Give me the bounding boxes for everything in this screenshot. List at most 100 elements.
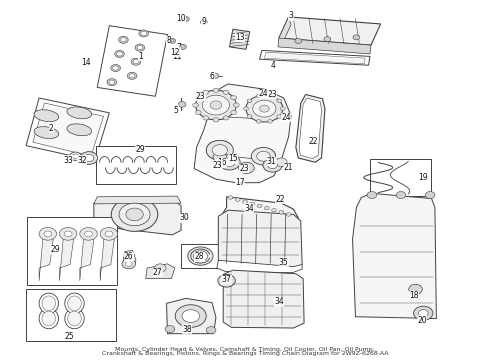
Circle shape [271, 208, 276, 212]
Circle shape [268, 162, 277, 168]
Bar [27, 217, 117, 285]
Circle shape [222, 278, 231, 284]
Circle shape [202, 21, 205, 23]
Text: 20: 20 [417, 316, 427, 325]
Circle shape [64, 231, 72, 237]
Text: 3: 3 [289, 11, 294, 20]
Circle shape [80, 152, 98, 165]
Text: 24: 24 [259, 89, 268, 98]
Text: 37: 37 [221, 275, 231, 284]
Circle shape [137, 45, 143, 50]
Circle shape [119, 36, 128, 43]
Text: 8: 8 [166, 36, 171, 45]
Text: 18: 18 [409, 291, 418, 300]
Text: 19: 19 [418, 173, 428, 182]
Circle shape [39, 228, 56, 240]
Circle shape [324, 37, 331, 42]
Circle shape [127, 72, 137, 79]
Ellipse shape [65, 308, 84, 329]
Circle shape [251, 147, 275, 165]
Circle shape [131, 58, 141, 65]
Circle shape [257, 151, 270, 161]
Circle shape [109, 80, 115, 84]
Text: 16: 16 [217, 158, 226, 167]
Text: 34: 34 [274, 297, 284, 306]
Polygon shape [279, 17, 381, 45]
Circle shape [180, 44, 186, 49]
Circle shape [178, 102, 186, 107]
Ellipse shape [68, 296, 81, 311]
Text: 21: 21 [284, 163, 294, 172]
Text: 24: 24 [281, 113, 291, 122]
Circle shape [129, 74, 135, 78]
Circle shape [125, 261, 132, 266]
Text: 27: 27 [153, 268, 163, 277]
Text: 2: 2 [49, 123, 53, 132]
Circle shape [212, 145, 227, 156]
Circle shape [70, 152, 81, 161]
Bar [26, 289, 116, 341]
Circle shape [202, 95, 229, 115]
Circle shape [80, 228, 97, 240]
Circle shape [171, 40, 174, 42]
Circle shape [122, 259, 136, 269]
Circle shape [219, 154, 240, 170]
Polygon shape [97, 26, 168, 96]
Text: 35: 35 [279, 257, 289, 266]
Polygon shape [80, 230, 95, 281]
Circle shape [268, 94, 272, 98]
Circle shape [182, 310, 199, 323]
Circle shape [253, 100, 276, 117]
Circle shape [203, 90, 209, 94]
Text: 14: 14 [81, 58, 91, 67]
Text: Crankshaft & Bearings, Pistons, Rings & Bearings Timing Chain Diagram for 2W9Z-6: Crankshaft & Bearings, Pistons, Rings & … [102, 351, 388, 356]
Polygon shape [260, 50, 370, 65]
Text: 34: 34 [244, 204, 254, 213]
Circle shape [418, 310, 428, 317]
Circle shape [353, 35, 360, 40]
Circle shape [135, 44, 145, 51]
Text: 12: 12 [171, 48, 180, 57]
Polygon shape [146, 264, 175, 279]
Circle shape [59, 228, 77, 240]
Circle shape [84, 154, 94, 162]
Circle shape [244, 107, 248, 111]
Text: 15: 15 [228, 154, 238, 163]
Polygon shape [194, 84, 291, 183]
Circle shape [196, 95, 201, 100]
Circle shape [263, 158, 282, 172]
Circle shape [233, 103, 239, 107]
Circle shape [141, 31, 147, 36]
Circle shape [235, 198, 240, 201]
Circle shape [247, 99, 252, 103]
Circle shape [111, 64, 121, 72]
Circle shape [218, 274, 235, 287]
Circle shape [188, 247, 213, 265]
Circle shape [213, 88, 219, 93]
Polygon shape [279, 17, 291, 46]
Circle shape [213, 118, 219, 122]
Polygon shape [219, 210, 302, 270]
Circle shape [275, 158, 287, 166]
Ellipse shape [39, 308, 58, 329]
Polygon shape [217, 260, 302, 273]
Circle shape [154, 264, 166, 272]
Text: 31: 31 [267, 157, 276, 166]
Bar [96, 146, 176, 184]
Circle shape [280, 107, 285, 111]
Circle shape [243, 200, 247, 203]
Circle shape [133, 59, 139, 64]
Circle shape [100, 228, 118, 240]
Circle shape [177, 56, 180, 58]
Circle shape [286, 213, 291, 216]
Circle shape [184, 18, 187, 20]
Polygon shape [33, 103, 103, 156]
Circle shape [247, 115, 252, 118]
Circle shape [256, 120, 261, 123]
Text: 9: 9 [201, 17, 206, 26]
Circle shape [231, 111, 237, 114]
Circle shape [223, 158, 235, 166]
Text: 23: 23 [213, 161, 222, 170]
Ellipse shape [42, 296, 55, 311]
Ellipse shape [65, 293, 84, 314]
